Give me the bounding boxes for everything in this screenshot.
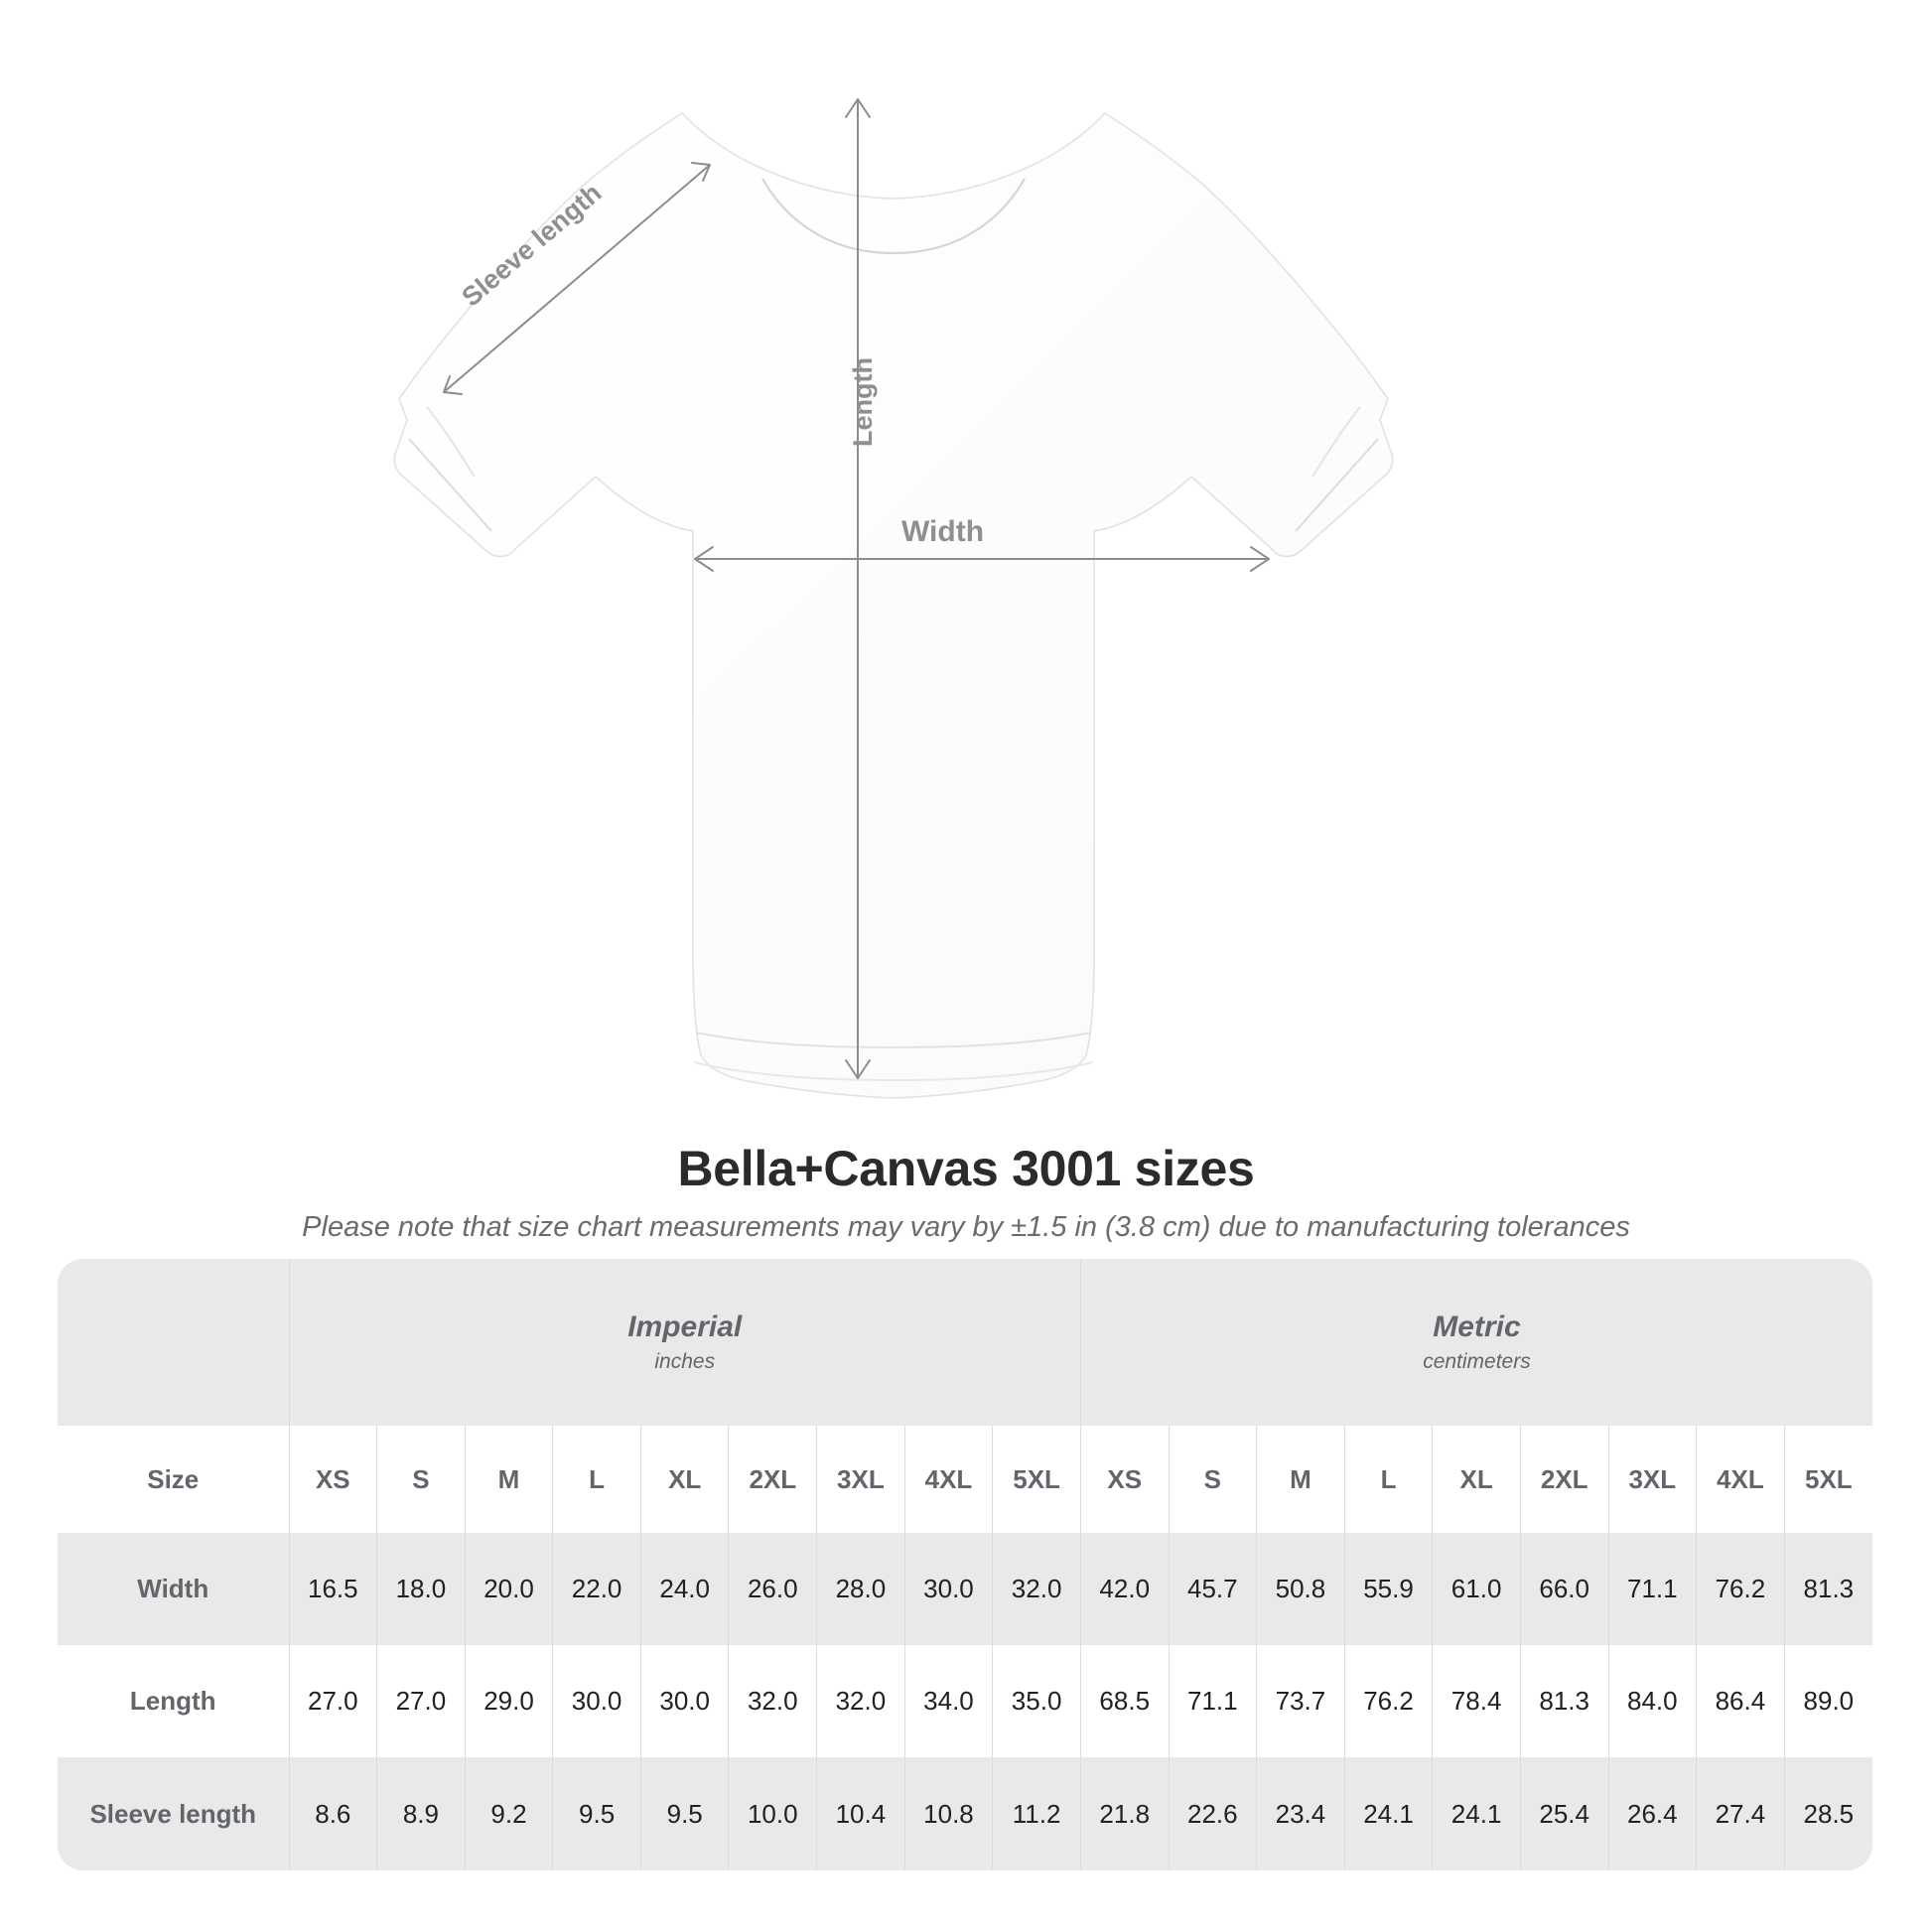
svg-text:Length: Length bbox=[848, 357, 878, 447]
svg-text:Width: Width bbox=[901, 515, 984, 548]
